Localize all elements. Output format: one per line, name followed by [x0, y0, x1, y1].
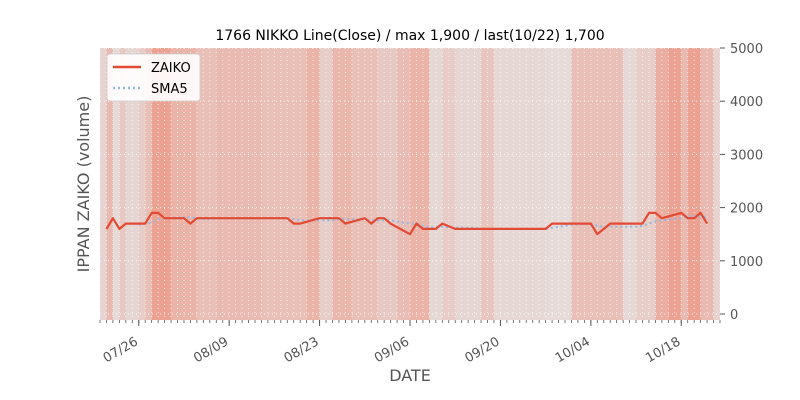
y-tick-label-2: 2000 [730, 202, 763, 217]
y-axis: 0 1000 2000 3000 4000 5000 [720, 42, 763, 323]
y-tick-label-0: 0 [730, 308, 738, 323]
y-tick-label-4: 4000 [730, 95, 763, 110]
chart-title: 1766 NIKKO Line(Close) / max 1,900 / las… [215, 28, 604, 44]
volume-band-7 [151, 48, 172, 320]
volume-band-14 [332, 48, 352, 320]
x-tick-label-0: 07/26 [101, 334, 141, 366]
x-axis: 07/26 08/09 08/23 09/06 09/20 10/04 10/18 [99, 320, 721, 366]
x-tick-label-2: 08/23 [282, 334, 322, 366]
volume-band-0 [100, 48, 107, 320]
y-tick-label-1: 1000 [730, 255, 763, 270]
x-tick-label-1: 08/09 [191, 334, 231, 366]
x-tick-label-4: 09/20 [462, 334, 502, 366]
series-sma5-line [138, 215, 708, 230]
volume-band-11 [261, 48, 307, 320]
volume-band-30 [681, 48, 688, 320]
y-tick-label-5: 5000 [730, 42, 763, 57]
x-tick-label-5: 10/04 [553, 334, 593, 366]
series-zaiko-line [105, 211, 709, 236]
grid [99, 47, 721, 320]
volume-band-33 [713, 48, 720, 320]
legend: ZAIKO SMA5 [106, 53, 201, 102]
volume-band-6 [145, 48, 152, 320]
volume-band-18 [410, 48, 430, 320]
volume-band-2 [112, 48, 120, 320]
volume-band-16 [377, 48, 398, 320]
volume-band-9 [196, 48, 217, 320]
y-tick-label-3: 3000 [730, 148, 763, 163]
x-axis-label: DATE [389, 366, 431, 385]
y-axis-label: IPPAN ZAIKO (volume) [74, 96, 93, 273]
volume-band-1 [106, 48, 113, 320]
volume-band-27 [636, 48, 656, 320]
volume-bands [100, 48, 720, 320]
series-group [105, 211, 709, 236]
legend-label-zaiko: ZAIKO [151, 61, 191, 76]
legend-label-sma5: SMA5 [151, 82, 188, 97]
volume-band-5 [138, 48, 146, 320]
volume-band-3 [119, 48, 126, 320]
x-tick-label-6: 10/18 [643, 334, 683, 366]
x-tick-label-3: 09/06 [372, 334, 412, 366]
volume-band-10 [216, 48, 262, 320]
